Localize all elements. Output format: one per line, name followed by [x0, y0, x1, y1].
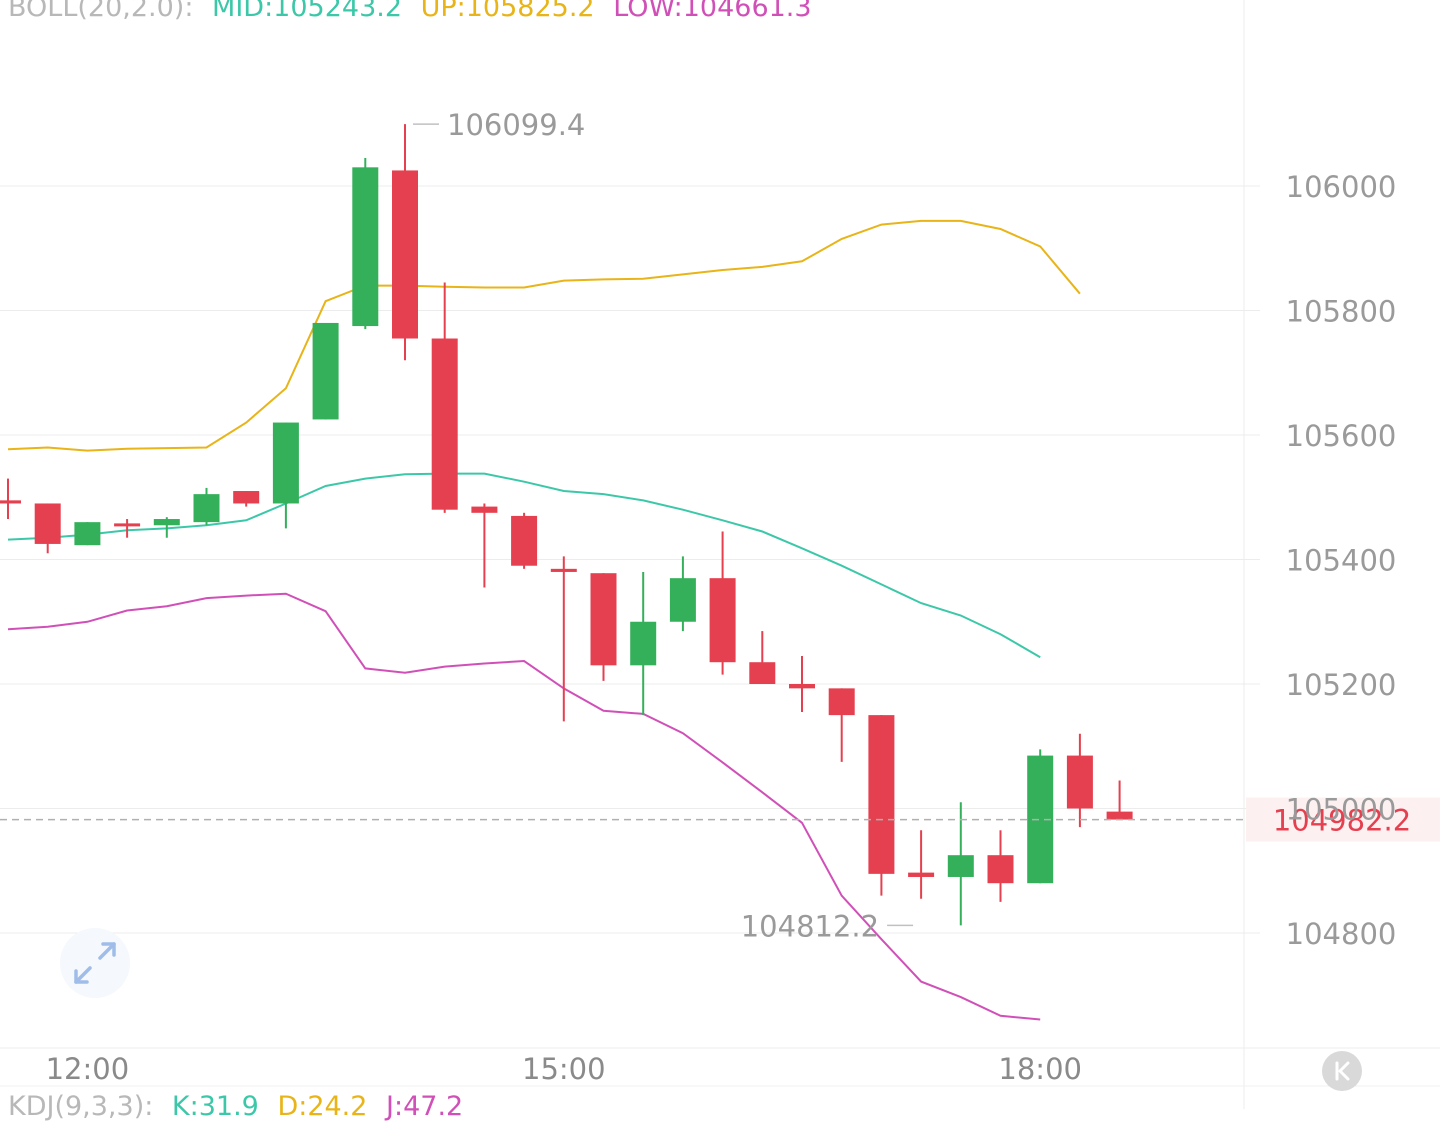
candle-body	[1066, 755, 1093, 809]
candle-down	[114, 519, 141, 538]
boll-up-value: UP:105825.2	[420, 0, 595, 23]
candle-up	[669, 556, 696, 632]
y-tick-label: 105600	[1286, 419, 1397, 453]
candle-body	[233, 491, 260, 504]
x-tick-label: 18:00	[998, 1052, 1082, 1086]
candle-down	[749, 631, 776, 684]
candle-up	[947, 802, 974, 926]
candle-body	[987, 855, 1014, 884]
candle-down	[868, 715, 895, 896]
boll-low-value: LOW:104661.3	[613, 0, 812, 23]
kdj-indicator-name: KDJ(9,3,3):	[8, 1091, 154, 1122]
axes: 104800 105000 105200 105400 105600 105800 1060…	[46, 170, 1397, 1086]
y-tick-label: 106000	[1286, 170, 1397, 204]
candle-body	[34, 503, 61, 544]
y-tick-label: 104800	[1286, 917, 1397, 951]
candle-up	[1027, 749, 1054, 884]
candle-body	[193, 494, 220, 523]
candle-down	[431, 282, 458, 513]
candle-body	[947, 855, 974, 877]
boll-low-line	[7, 592, 1041, 1021]
boll-mid-value: MID:105243.2	[212, 0, 403, 23]
candle-down	[987, 830, 1014, 902]
max-price-label: 106099.4	[447, 108, 585, 142]
candle-down	[590, 573, 617, 681]
candle-down	[392, 124, 418, 361]
candle-body	[312, 322, 339, 420]
candle-down	[471, 503, 498, 588]
y-tick-label: 105000	[1286, 793, 1397, 827]
current-price-tag	[1246, 797, 1440, 842]
bollinger-bands	[7, 219, 1081, 1021]
boll-mid-line	[7, 472, 1041, 659]
candle-body	[828, 688, 855, 716]
expand-arrows-icon	[74, 942, 116, 984]
candle-body	[352, 167, 379, 327]
candle-body	[431, 338, 458, 510]
candles	[0, 124, 1133, 926]
candle-body	[709, 578, 736, 663]
candle-body	[511, 515, 538, 566]
candle-body	[868, 715, 895, 874]
boll-indicator-name: BOLL(20,2.0):	[8, 0, 194, 23]
candle-body	[114, 523, 141, 527]
candle-down	[1066, 733, 1093, 828]
x-tick-label: 15:00	[522, 1052, 606, 1086]
kdj-k-value: K:31.9	[171, 1091, 259, 1122]
y-tick-label: 105800	[1286, 295, 1397, 329]
candle-up	[630, 571, 657, 716]
candle-body	[630, 621, 657, 666]
candle-up	[153, 517, 180, 538]
candle-up	[74, 522, 101, 546]
min-price-label: 104812.2	[741, 909, 879, 943]
y-tick-label: 105200	[1286, 668, 1397, 702]
candle-down	[550, 556, 577, 722]
candle-body	[550, 568, 577, 572]
candle-down	[0, 478, 21, 520]
candle-body	[392, 170, 418, 339]
candle-up	[272, 422, 299, 529]
candle-body	[749, 662, 776, 684]
candle-down	[1106, 780, 1133, 820]
boll-indicator-line: BOLL(20,2.0): MID:105243.2 UP:105825.2 L…	[8, 0, 812, 21]
y-tick-label: 105400	[1286, 544, 1397, 578]
candle-down	[908, 830, 935, 899]
kdj-j-value: J:47.2	[386, 1091, 464, 1122]
candle-body	[471, 506, 498, 513]
boll-up-line	[7, 219, 1081, 452]
k-logo-icon	[1322, 1051, 1362, 1091]
candle-down	[511, 512, 538, 569]
candle-down	[828, 688, 855, 762]
candle-down	[789, 655, 815, 713]
kdj-indicator-line: KDJ(9,3,3): K:31.9 D:24.2 J:47.2	[8, 1093, 463, 1120]
candle-body	[0, 500, 21, 504]
candle-up	[312, 322, 339, 420]
candle-body	[789, 684, 815, 689]
annotations: 106099.4 104812.2 104982.2	[0, 108, 1440, 943]
candle-down	[709, 531, 736, 675]
candle-body	[908, 872, 935, 877]
candle-body	[1106, 811, 1133, 820]
expand-button[interactable]	[60, 928, 130, 998]
candle-body	[590, 573, 617, 666]
candle-body	[74, 522, 101, 546]
x-tick-label: 12:00	[46, 1052, 130, 1086]
candle-up	[352, 157, 379, 330]
candle-body	[669, 578, 696, 622]
candle-body	[153, 519, 180, 526]
kdj-d-value: D:24.2	[277, 1091, 368, 1122]
candle-down	[34, 503, 61, 554]
candle-down	[233, 491, 260, 507]
current-price-label: 104982.2	[1273, 804, 1411, 838]
candle-up	[193, 487, 220, 526]
candle-body	[272, 422, 299, 504]
